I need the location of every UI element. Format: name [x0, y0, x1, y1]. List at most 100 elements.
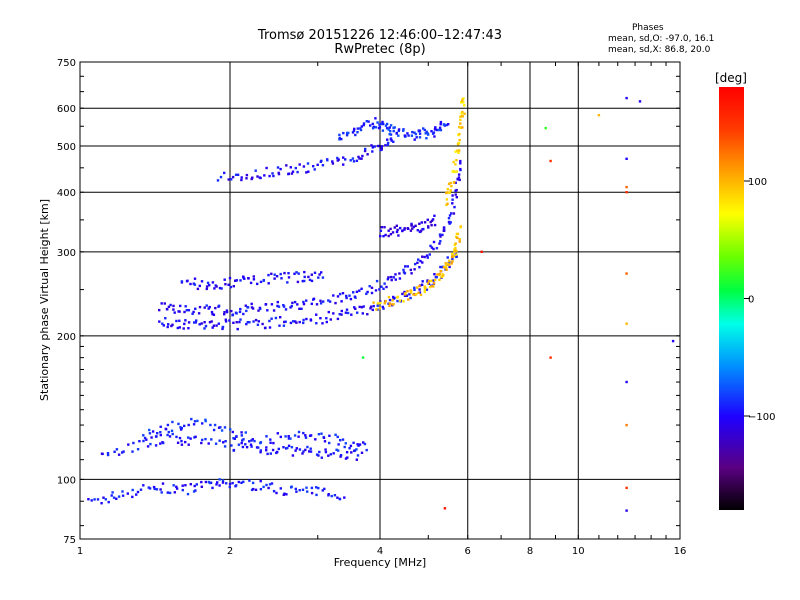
echo-point	[418, 132, 422, 135]
echo-point	[445, 266, 448, 270]
echo-point	[439, 128, 443, 132]
echo-point	[248, 479, 251, 482]
echo-point	[235, 279, 238, 282]
echo-point	[385, 285, 388, 289]
echo-point	[448, 259, 451, 262]
echo-point	[176, 441, 180, 444]
echo-point	[228, 485, 231, 489]
echo-point	[187, 436, 190, 439]
echo-point	[358, 305, 361, 309]
echo-point	[225, 310, 229, 314]
echo-point	[438, 126, 442, 129]
echo-point	[361, 312, 364, 315]
echo-point	[438, 233, 442, 236]
echo-point	[159, 442, 162, 445]
echo-point	[392, 129, 395, 133]
echo-point	[234, 485, 237, 488]
echo-point	[343, 445, 346, 449]
echo-point	[378, 288, 381, 291]
echo-point	[444, 262, 447, 265]
echo-point	[111, 491, 114, 494]
echo-point	[273, 273, 276, 276]
echo-point	[394, 273, 397, 276]
echo-point	[166, 308, 169, 311]
echo-point	[417, 291, 420, 294]
echo-point	[343, 496, 346, 499]
echo-point	[198, 284, 201, 288]
echo-point	[391, 231, 395, 234]
echo-point	[360, 451, 364, 454]
echo-point	[301, 279, 304, 283]
echo-point	[320, 456, 323, 459]
echo-point	[463, 112, 466, 115]
echo-point	[187, 423, 190, 427]
echo-point	[451, 198, 454, 201]
scatter-point	[549, 356, 552, 359]
colorbar-ticks: 100 0 −100	[744, 177, 775, 423]
echo-point	[366, 290, 369, 294]
echo-point	[208, 481, 212, 485]
echo-point	[183, 310, 186, 314]
echo-point	[456, 149, 459, 152]
echo-point	[460, 112, 463, 115]
echo-point	[237, 480, 240, 484]
echo-point	[448, 214, 452, 217]
echo-point	[391, 299, 394, 302]
echo-point	[279, 487, 282, 490]
echo-point	[461, 97, 464, 101]
echo-point	[370, 291, 374, 295]
echo-point	[206, 281, 210, 285]
echo-point	[220, 429, 224, 432]
chart-title: Tromsø 20151226 12:46:00–12:47:43	[257, 28, 503, 43]
echo-point	[365, 292, 368, 295]
echo-point	[332, 294, 335, 297]
echo-point	[259, 451, 262, 454]
echo-point	[251, 307, 255, 310]
echo-point	[334, 301, 337, 305]
echo-point	[332, 452, 335, 455]
echo-point	[362, 122, 366, 125]
echo-point	[393, 126, 396, 129]
echo-point	[246, 306, 250, 309]
echo-point	[115, 497, 118, 500]
echo-point	[104, 498, 107, 501]
echo-point	[232, 437, 235, 440]
echo-point	[398, 272, 401, 275]
echo-point	[275, 275, 279, 278]
echo-point	[233, 437, 236, 440]
echo-point	[431, 218, 435, 221]
echo-point	[251, 481, 255, 485]
echo-point	[349, 444, 353, 448]
echo-point	[178, 310, 181, 313]
echo-point	[376, 121, 379, 124]
echo-point	[221, 326, 224, 329]
echo-point	[259, 280, 263, 284]
echo-point	[345, 296, 348, 300]
echo-point	[341, 438, 345, 441]
echo-point	[270, 482, 274, 485]
x-tick-label: 1	[77, 546, 83, 557]
echo-point	[383, 282, 386, 285]
echo-point	[384, 233, 387, 237]
echo-point	[167, 323, 170, 326]
echo-point	[358, 443, 362, 446]
y-tick-label: 500	[57, 142, 76, 153]
echo-point	[362, 305, 365, 308]
echo-point	[385, 122, 389, 126]
echo-point	[415, 293, 418, 296]
scatter-point	[625, 272, 628, 275]
echo-point	[242, 438, 245, 441]
scatter-point	[625, 185, 628, 189]
echo-point	[448, 191, 451, 194]
echo-point	[308, 450, 311, 453]
echo-point	[425, 254, 429, 257]
echo-point	[439, 235, 442, 238]
echo-point	[240, 431, 243, 434]
echo-point	[360, 287, 363, 290]
echo-point	[236, 173, 240, 176]
echo-point	[362, 123, 365, 127]
echo-point	[379, 300, 382, 303]
echo-point	[371, 122, 374, 126]
echo-point	[388, 298, 392, 302]
echo-point	[418, 291, 422, 294]
